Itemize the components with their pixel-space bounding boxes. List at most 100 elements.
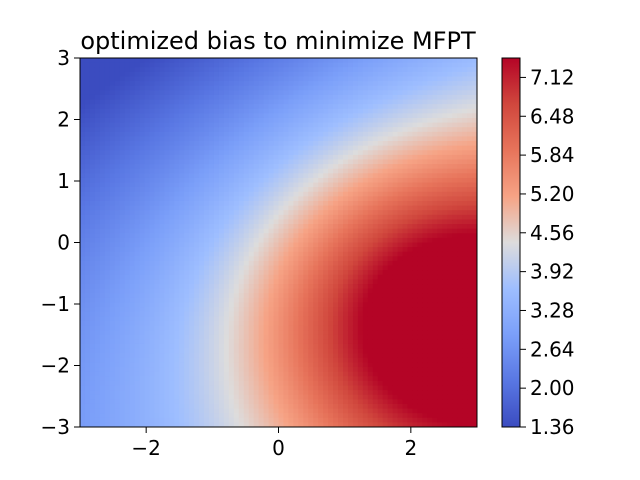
heat-cell bbox=[228, 380, 235, 387]
heat-cell bbox=[288, 113, 294, 119]
heat-cell bbox=[124, 141, 131, 147]
heat-cell bbox=[129, 380, 136, 387]
heat-cell bbox=[164, 353, 170, 359]
heat-cell bbox=[338, 274, 344, 280]
heat-cell bbox=[372, 334, 379, 340]
heat-cell bbox=[169, 131, 175, 138]
heat-cell bbox=[323, 205, 329, 211]
heat-cell bbox=[134, 339, 141, 345]
heat-cell bbox=[273, 85, 280, 91]
heat-cell bbox=[94, 357, 101, 364]
heat-cell bbox=[184, 325, 190, 331]
heat-cell bbox=[199, 117, 205, 124]
heat-cell bbox=[169, 260, 175, 267]
heat-cell bbox=[303, 224, 309, 230]
heat-cell bbox=[293, 122, 299, 128]
heat-cell bbox=[333, 265, 339, 271]
heat-cell bbox=[80, 279, 86, 285]
heat-cell bbox=[333, 399, 339, 405]
heat-cell bbox=[184, 233, 190, 239]
heat-cell bbox=[288, 173, 294, 179]
heat-cell bbox=[169, 399, 175, 405]
heat-cell bbox=[154, 127, 160, 133]
heat-cell bbox=[174, 417, 180, 423]
heat-cell bbox=[338, 141, 344, 147]
heat-cell bbox=[213, 403, 220, 410]
heat-cell bbox=[169, 219, 175, 225]
heat-cell bbox=[308, 399, 314, 405]
heat-cell bbox=[204, 297, 210, 304]
heat-cell bbox=[248, 168, 255, 174]
heat-cell bbox=[283, 413, 290, 419]
heat-cell bbox=[119, 376, 126, 382]
heat-cell bbox=[204, 380, 210, 387]
heat-cell bbox=[223, 233, 230, 239]
heat-cell bbox=[357, 182, 364, 188]
heat-cell bbox=[377, 339, 384, 345]
heat-cell bbox=[94, 191, 101, 197]
heat-cell bbox=[89, 85, 96, 91]
heat-cell bbox=[169, 67, 175, 73]
heat-cell bbox=[204, 159, 210, 165]
heat-cell bbox=[179, 270, 185, 276]
heat-cell bbox=[233, 307, 240, 313]
heat-cell bbox=[263, 353, 270, 359]
heat-cell bbox=[338, 127, 344, 133]
heat-cell bbox=[318, 311, 324, 317]
heat-cell bbox=[328, 228, 334, 234]
heat-cell bbox=[258, 173, 265, 179]
heat-cell bbox=[199, 85, 205, 91]
heat-cell bbox=[174, 99, 180, 105]
heat-cell bbox=[298, 191, 304, 197]
heat-cell bbox=[174, 205, 180, 211]
heat-cell bbox=[238, 394, 245, 400]
heat-cell bbox=[164, 145, 170, 151]
heat-cell bbox=[114, 205, 121, 211]
heat-cell bbox=[347, 182, 354, 188]
heat-cell bbox=[194, 413, 200, 419]
heat-cell bbox=[139, 376, 146, 382]
heat-cell bbox=[139, 62, 146, 68]
heat-cell bbox=[144, 325, 151, 331]
heat-cell bbox=[194, 357, 200, 364]
heat-cell bbox=[209, 159, 215, 165]
heat-cell bbox=[298, 122, 304, 128]
heat-cell bbox=[104, 108, 111, 114]
heat-cell bbox=[382, 256, 389, 262]
heat-cell bbox=[343, 279, 349, 285]
heat-cell bbox=[298, 362, 304, 368]
heat-cell bbox=[184, 113, 190, 119]
heat-cell bbox=[114, 173, 121, 179]
heat-cell bbox=[288, 362, 294, 368]
heat-cell bbox=[263, 122, 270, 128]
heat-cell bbox=[298, 394, 304, 400]
heat-cell bbox=[343, 390, 349, 396]
heat-cell bbox=[134, 256, 141, 262]
heat-cell bbox=[308, 62, 314, 68]
heat-cell bbox=[258, 136, 265, 142]
heat-cell bbox=[377, 224, 384, 230]
heat-cell bbox=[283, 113, 290, 119]
heat-cell bbox=[268, 228, 275, 234]
heat-cell bbox=[149, 362, 156, 368]
heat-cell bbox=[199, 76, 205, 82]
heat-cell bbox=[159, 422, 165, 427]
heat-cell bbox=[114, 122, 121, 128]
heat-cell bbox=[80, 417, 86, 423]
heat-cell bbox=[293, 362, 299, 368]
heat-cell bbox=[179, 62, 185, 68]
heat-cell bbox=[184, 390, 190, 396]
heat-cell bbox=[184, 367, 190, 373]
heat-cell bbox=[228, 320, 235, 327]
heat-cell bbox=[308, 339, 314, 345]
heat-cell bbox=[80, 187, 86, 193]
heat-cell bbox=[139, 334, 146, 340]
heat-cell bbox=[129, 187, 136, 193]
heat-cell bbox=[159, 214, 165, 221]
heat-cell bbox=[362, 357, 369, 364]
heat-cell bbox=[89, 237, 96, 244]
heat-cell bbox=[139, 233, 146, 239]
heat-cell bbox=[99, 270, 106, 276]
heat-cell bbox=[114, 376, 121, 382]
heat-cell bbox=[248, 265, 255, 271]
